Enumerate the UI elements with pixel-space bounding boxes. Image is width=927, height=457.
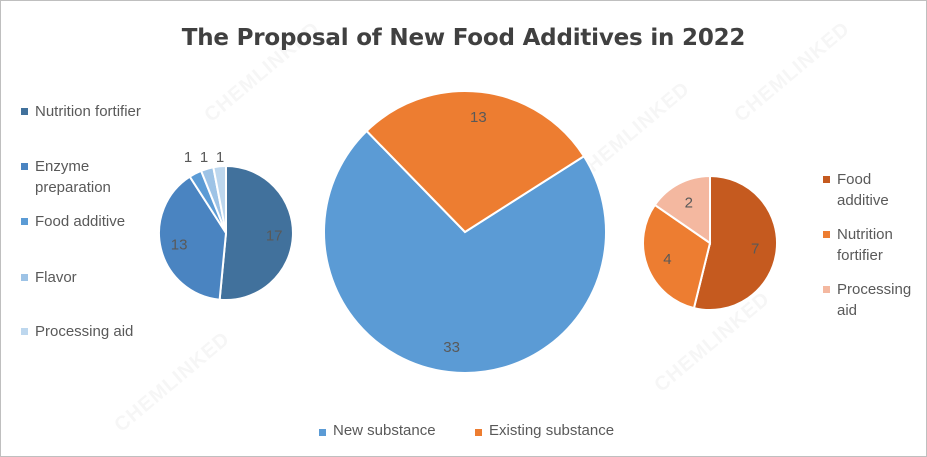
legend-swatch [21, 108, 28, 115]
pie-slice-main-0 [323, 129, 607, 374]
legend-right-item: Processing aid [823, 279, 923, 321]
legend-left-item: Flavor [21, 267, 141, 288]
data-label-existing-substance-breakdown-1: 4 [663, 251, 671, 268]
legend-label: Flavor [35, 269, 77, 286]
legend-label: Nutrition fortifier [35, 103, 141, 120]
pie-slice-existing-substance-breakdown-0 [692, 174, 779, 311]
data-label-existing-substance-breakdown-0: 7 [751, 241, 759, 258]
legend-swatch [21, 328, 28, 335]
pie-slice-existing-substance-breakdown-2 [653, 174, 711, 245]
legend-swatch [823, 176, 830, 183]
legend-label: Processing aid [837, 281, 912, 319]
legend-label: Food additive [837, 171, 889, 209]
pie-slice-main-1 [365, 90, 586, 234]
legend-swatch [475, 429, 482, 436]
legend-label: Nutrition fortifier [837, 226, 893, 264]
data-label-main-1: 13 [470, 109, 487, 126]
pie-slice-new-substance-breakdown-0 [218, 164, 294, 301]
legend-bottom-item: Existing substance [475, 422, 614, 439]
legend-left-item: Food additive [21, 211, 141, 232]
legend-label: New substance [333, 422, 436, 439]
data-label-main-0: 33 [443, 339, 460, 356]
legend-swatch [823, 286, 830, 293]
legend-right: Food additive Nutrition fortifier Proces… [823, 169, 926, 329]
legend-swatch [319, 429, 326, 436]
legend-swatch [21, 274, 28, 281]
legend-swatch [21, 163, 28, 170]
legend-right-item: Nutrition fortifier [823, 224, 923, 266]
data-label-existing-substance-breakdown-2: 2 [685, 195, 693, 212]
legend-right-item: Food additive [823, 169, 923, 211]
legend-left: Nutrition fortifier Enzyme preparation F… [21, 101, 151, 371]
legend-bottom-item: New substance [319, 422, 436, 439]
legend-label: Processing aid [35, 323, 134, 340]
legend-label: Existing substance [489, 422, 615, 439]
legend-label: Enzyme preparation [35, 158, 111, 196]
data-label-new-substance-breakdown-3: 1 [200, 149, 208, 166]
legend-swatch [21, 218, 28, 225]
legend-left-item: Processing aid [21, 321, 141, 342]
legend-label: Food additive [35, 213, 126, 230]
pie-slice-new-substance-breakdown-4 [212, 164, 227, 234]
legend-bottom: New substance Existing substance [1, 422, 926, 444]
legend-left-item: Enzyme preparation [21, 156, 141, 198]
legend-left-item: Nutrition fortifier [21, 101, 141, 122]
data-label-new-substance-breakdown-4: 1 [216, 149, 224, 166]
data-label-new-substance-breakdown-2: 1 [184, 149, 192, 166]
data-label-new-substance-breakdown-0: 17 [266, 227, 283, 244]
pie-slice-existing-substance-breakdown-1 [642, 203, 712, 310]
chart-title: The Proposal of New Food Additives in 20… [181, 25, 746, 51]
data-label-new-substance-breakdown-1: 13 [171, 236, 188, 253]
legend-swatch [823, 231, 830, 238]
